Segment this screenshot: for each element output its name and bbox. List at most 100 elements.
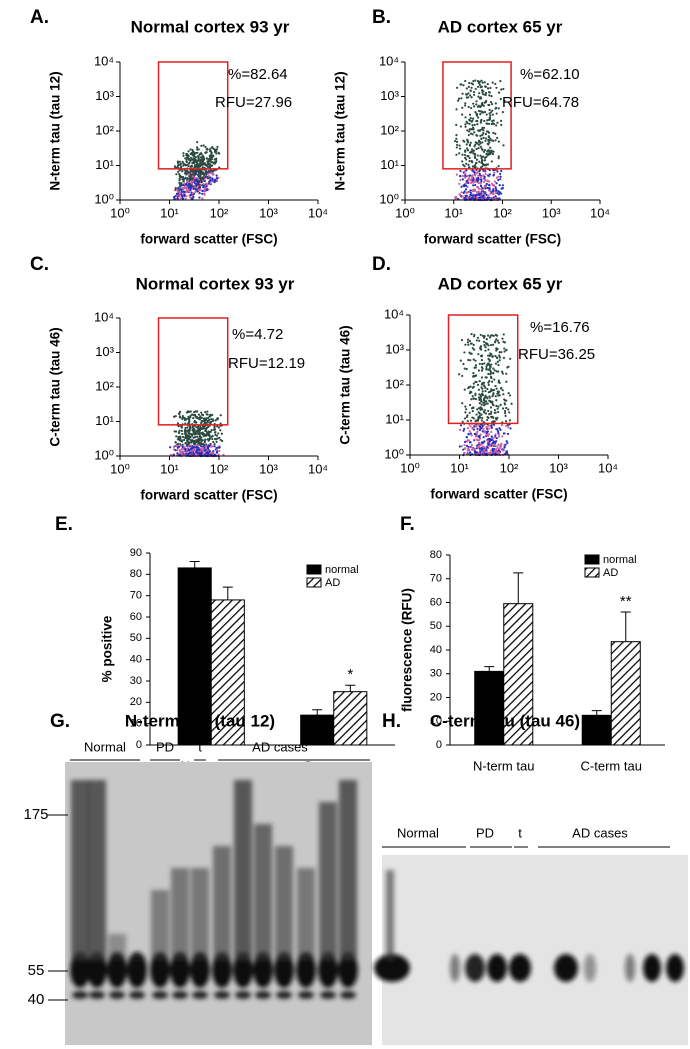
scatter-dot bbox=[476, 383, 480, 386]
scatter-dot bbox=[479, 145, 482, 148]
scatter-dot bbox=[490, 424, 493, 427]
y-tick-label: 20 bbox=[430, 691, 442, 703]
scatter-dot bbox=[494, 191, 498, 195]
x-tick-label: 10⁴ bbox=[308, 461, 328, 476]
scatter-dot bbox=[483, 185, 487, 188]
scatter-dot bbox=[458, 152, 461, 155]
scatter-dot bbox=[463, 367, 466, 370]
scatter-dot bbox=[480, 178, 483, 181]
scatter-dot bbox=[474, 143, 477, 146]
scatter-dot bbox=[463, 417, 467, 420]
scatter-dot bbox=[478, 339, 481, 342]
scatter-dot bbox=[490, 377, 493, 380]
scatter-dot bbox=[487, 344, 490, 347]
scatter-dot bbox=[488, 108, 491, 111]
scatter-dot bbox=[193, 411, 196, 414]
scatter-dot bbox=[484, 137, 488, 140]
scatter-dot bbox=[467, 343, 470, 346]
scatter-dot bbox=[211, 437, 214, 441]
smear bbox=[191, 868, 209, 960]
scatter-dot bbox=[189, 193, 192, 197]
scatter-dot bbox=[200, 156, 204, 160]
scatter-dot bbox=[468, 351, 471, 354]
y-tick-label: 10² bbox=[380, 122, 399, 137]
scatter-dot bbox=[193, 429, 196, 432]
scatter-dot bbox=[502, 393, 505, 396]
panel-label: H. bbox=[382, 711, 401, 732]
scatter-dot bbox=[210, 428, 213, 432]
scatter-dot bbox=[202, 186, 205, 189]
scatter-dot bbox=[489, 152, 492, 156]
scatter-dot bbox=[214, 419, 217, 422]
scatter-dot bbox=[494, 186, 497, 189]
scatter-dot bbox=[200, 436, 203, 439]
scatter-dot bbox=[494, 197, 497, 200]
legend-swatch bbox=[584, 554, 600, 565]
scatter-dot bbox=[480, 79, 483, 82]
scatter-dot bbox=[489, 412, 493, 415]
scatter-dot bbox=[484, 91, 488, 95]
scatter-dot bbox=[491, 447, 494, 450]
scatter-dot bbox=[198, 186, 202, 189]
scatter-dot bbox=[481, 441, 484, 444]
annotation: %=62.10 bbox=[520, 66, 580, 83]
scatter-dot bbox=[493, 171, 496, 174]
scatter-dot bbox=[465, 158, 468, 161]
scatter-dot bbox=[491, 403, 494, 406]
scatter-dot bbox=[204, 411, 207, 414]
scatter-dot bbox=[488, 367, 491, 370]
scatter-dot bbox=[497, 341, 500, 344]
scatter-dot bbox=[210, 158, 213, 161]
scatter-dot bbox=[498, 427, 501, 430]
scatter-dot bbox=[490, 430, 493, 434]
scatter-dot bbox=[481, 390, 484, 393]
scatter-dot bbox=[196, 148, 199, 151]
scatter-dot bbox=[197, 157, 200, 160]
y-tick-label: 10¹ bbox=[95, 157, 114, 172]
scatter-dot bbox=[490, 389, 493, 392]
band bbox=[192, 991, 208, 999]
scatter-dot bbox=[174, 441, 177, 444]
annotation: RFU=12.19 bbox=[228, 355, 305, 372]
y-tick-label: 40 bbox=[130, 654, 142, 666]
scatter-dot bbox=[488, 94, 491, 97]
chart-title: AD cortex 65 yr bbox=[438, 17, 563, 36]
scatter-dot bbox=[480, 419, 483, 422]
y-tick-label: 0 bbox=[436, 739, 442, 751]
scatter-dot bbox=[491, 81, 494, 84]
scatter-dot bbox=[481, 148, 484, 152]
scatter-dot bbox=[214, 162, 217, 165]
scatter-cloud bbox=[169, 410, 225, 458]
scatter-dot bbox=[489, 86, 492, 90]
scatter-dot bbox=[469, 141, 472, 144]
scatter-dot bbox=[480, 369, 484, 372]
scatter-dot bbox=[213, 180, 216, 183]
scatter-dot bbox=[192, 445, 195, 448]
scatter-dot bbox=[219, 414, 222, 417]
scatter-dot bbox=[191, 433, 194, 436]
scatter-dot bbox=[472, 343, 475, 346]
scatter-dot bbox=[190, 181, 193, 184]
scatter-dot bbox=[494, 107, 497, 110]
scatter-dot bbox=[494, 333, 497, 336]
scatter-dot bbox=[482, 126, 486, 129]
scatter-dot bbox=[481, 362, 484, 366]
scatter-cloud bbox=[458, 332, 513, 457]
annotation: ** bbox=[620, 593, 632, 610]
scatter-dot bbox=[465, 93, 468, 96]
y-axis-label: C-term tau (tau 46) bbox=[48, 327, 63, 446]
scatter-dot bbox=[471, 386, 475, 389]
scatter-dot bbox=[483, 409, 487, 412]
band bbox=[487, 954, 507, 982]
band bbox=[253, 952, 273, 988]
scatter-dot bbox=[487, 372, 490, 375]
scatter-dot bbox=[198, 196, 201, 199]
scatter-dot bbox=[494, 102, 497, 105]
scatter-dot bbox=[178, 415, 181, 418]
scatter-dot bbox=[455, 86, 459, 89]
scatter-dot bbox=[194, 176, 197, 180]
legend-label: AD bbox=[325, 577, 340, 589]
scatter-dot bbox=[186, 426, 189, 429]
scatter-dot bbox=[478, 436, 481, 439]
